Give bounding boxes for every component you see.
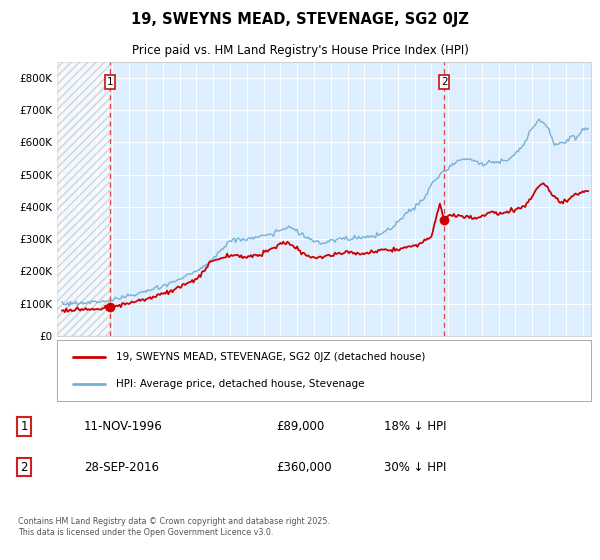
Text: 19, SWEYNS MEAD, STEVENAGE, SG2 0JZ: 19, SWEYNS MEAD, STEVENAGE, SG2 0JZ xyxy=(131,12,469,27)
Text: Contains HM Land Registry data © Crown copyright and database right 2025.
This d: Contains HM Land Registry data © Crown c… xyxy=(18,517,330,536)
Text: 2: 2 xyxy=(20,460,28,474)
Text: HPI: Average price, detached house, Stevenage: HPI: Average price, detached house, Stev… xyxy=(116,379,364,389)
Text: 28-SEP-2016: 28-SEP-2016 xyxy=(84,460,159,474)
Text: 11-NOV-1996: 11-NOV-1996 xyxy=(84,420,163,433)
Text: 18% ↓ HPI: 18% ↓ HPI xyxy=(384,420,446,433)
Text: Price paid vs. HM Land Registry's House Price Index (HPI): Price paid vs. HM Land Registry's House … xyxy=(131,44,469,57)
Text: 1: 1 xyxy=(107,77,113,87)
Text: 2: 2 xyxy=(441,77,448,87)
Text: 19, SWEYNS MEAD, STEVENAGE, SG2 0JZ (detached house): 19, SWEYNS MEAD, STEVENAGE, SG2 0JZ (det… xyxy=(116,352,425,362)
Text: 30% ↓ HPI: 30% ↓ HPI xyxy=(384,460,446,474)
Text: £360,000: £360,000 xyxy=(276,460,332,474)
Text: £89,000: £89,000 xyxy=(276,420,324,433)
Text: 1: 1 xyxy=(20,420,28,433)
